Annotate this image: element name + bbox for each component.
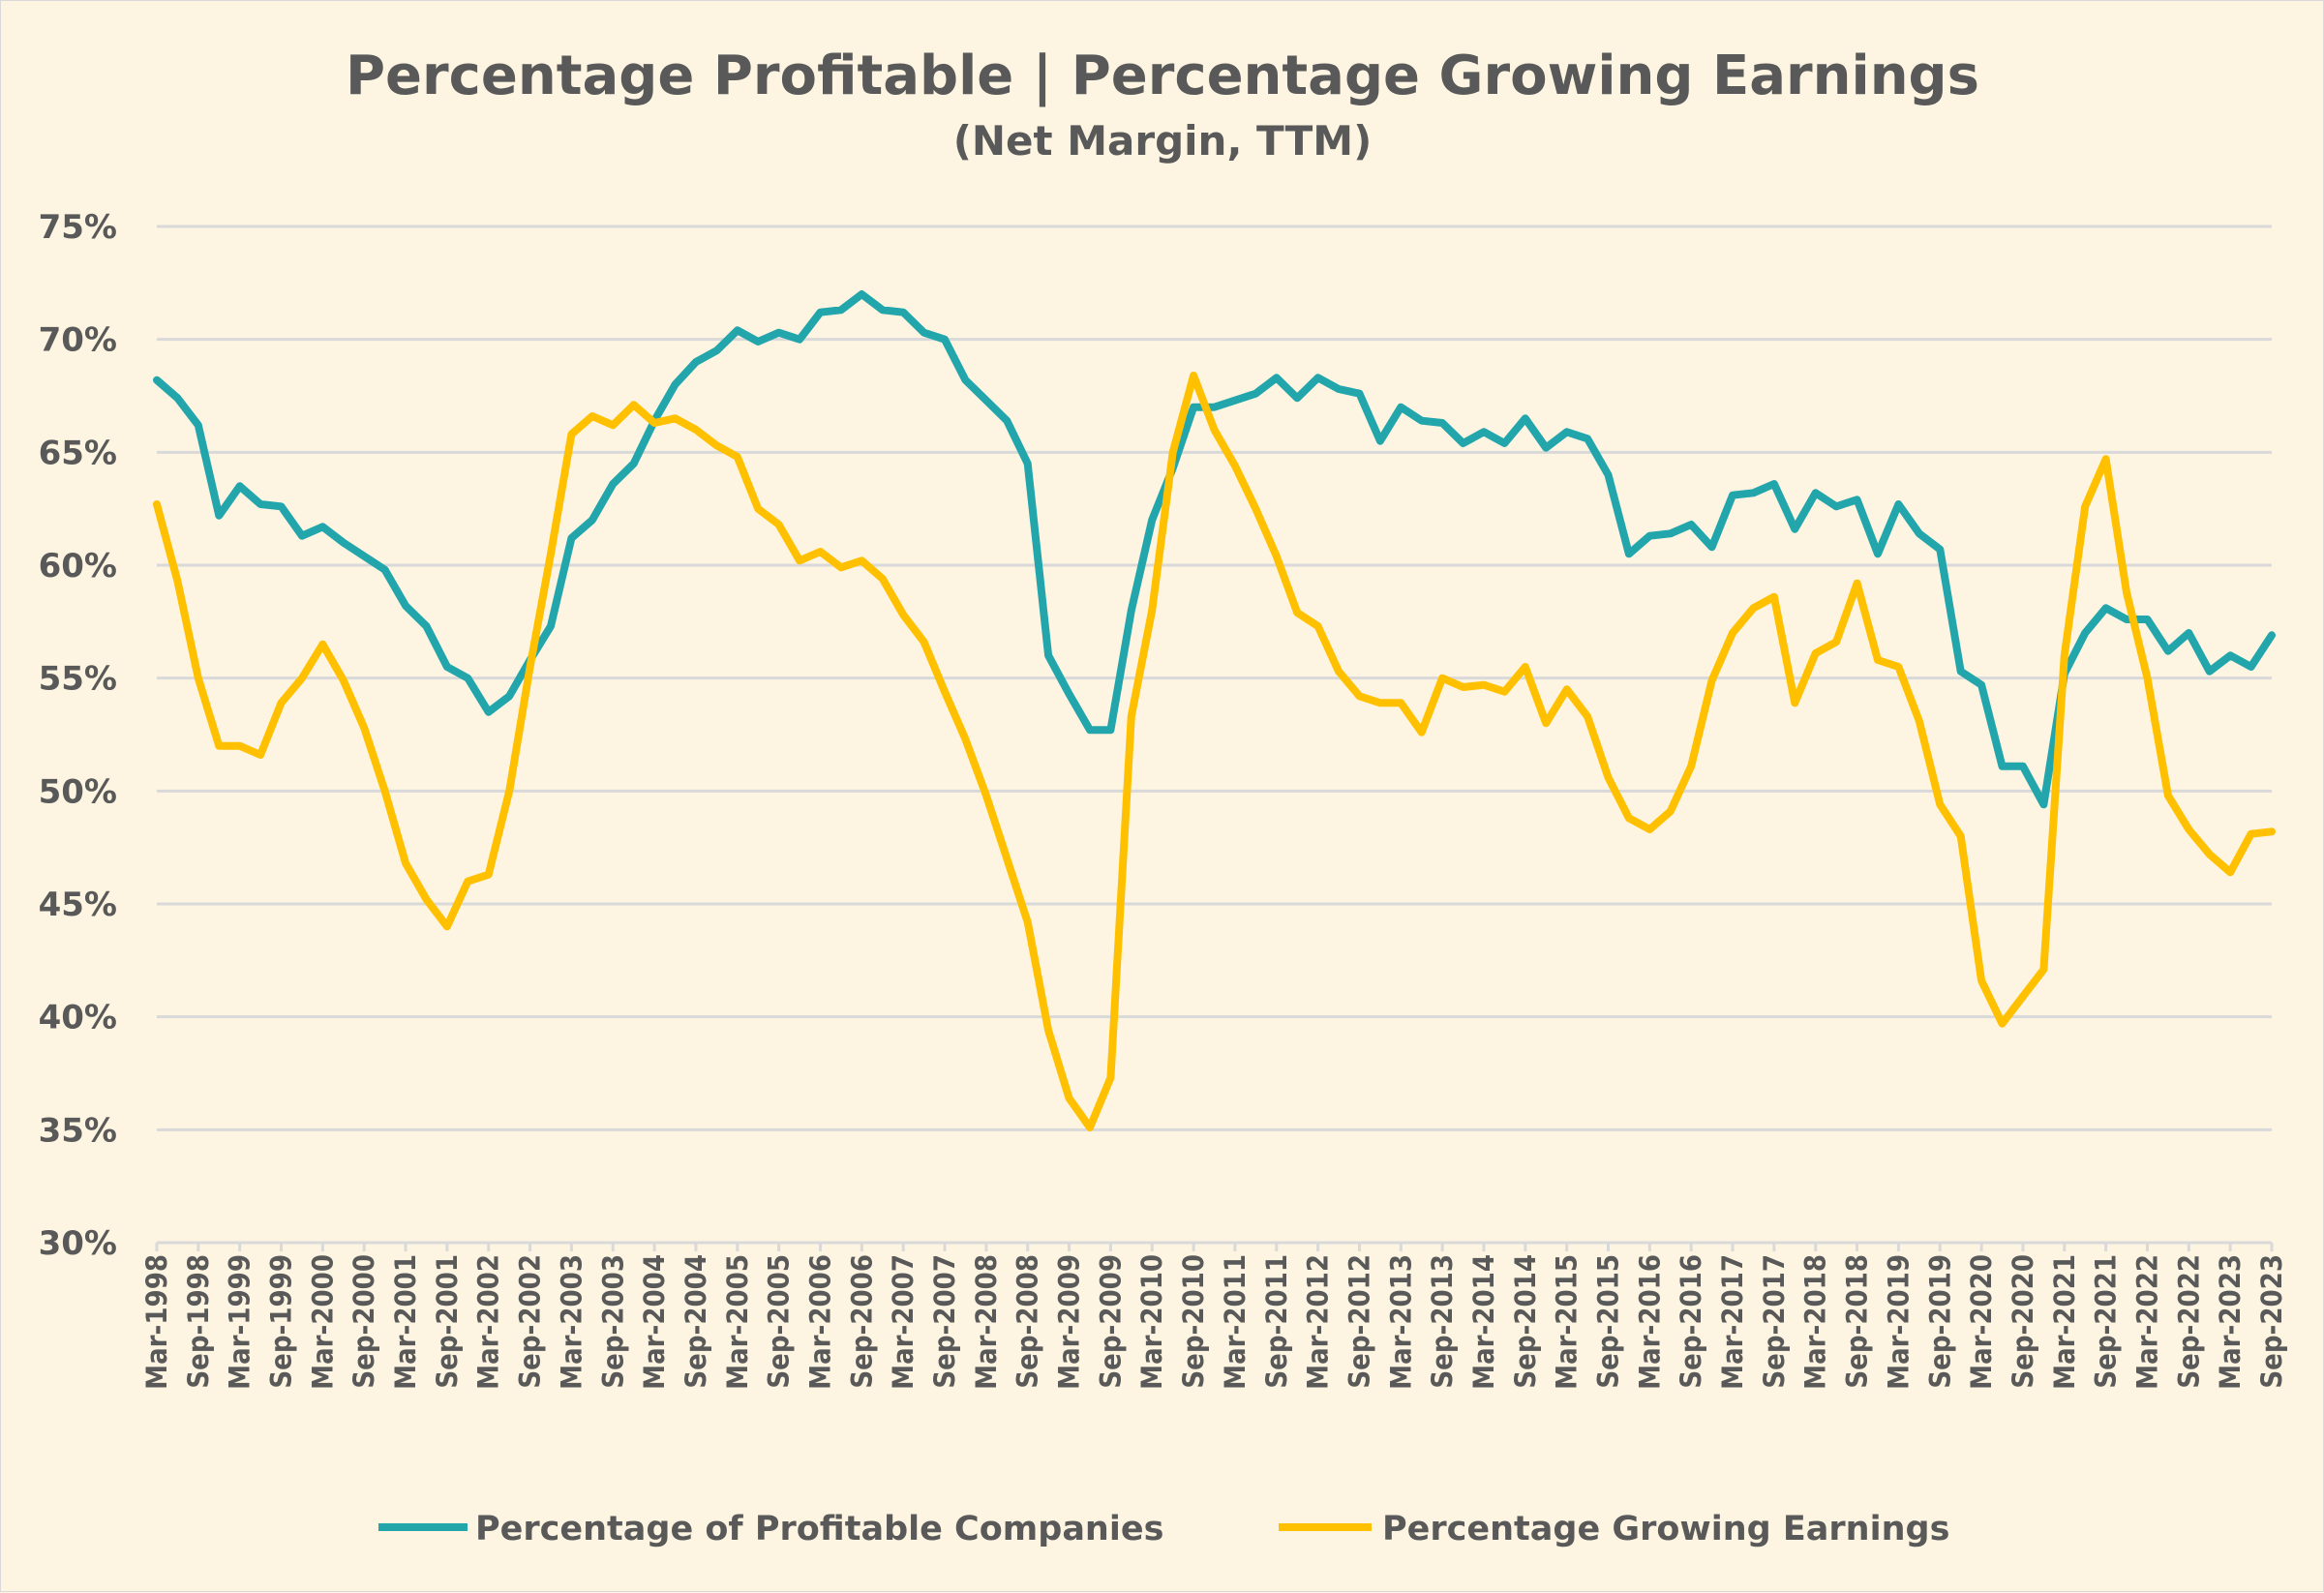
x-tick-label: Mar-2009 [1053, 1254, 1086, 1390]
chart-subtitle: (Net Margin, TTM) [953, 117, 1373, 165]
y-axis-ticks: 30% 35% 40% 45% 50% 55% 60% 65% 70% 75% [39, 208, 117, 1263]
y-tick-label: 35% [39, 1111, 117, 1150]
x-tick-label: Mar-2016 [1633, 1254, 1666, 1390]
legend-label-growing: Percentage Growing Earnings [1382, 1510, 1949, 1548]
x-tick-label: Sep-2010 [1177, 1254, 1210, 1389]
x-tick-label: Sep-2023 [2255, 1254, 2288, 1389]
x-tick-label: Sep-2016 [1675, 1254, 1707, 1389]
x-tick-label: Mar-2003 [555, 1254, 588, 1390]
x-tick-label: Mar-2020 [1965, 1254, 1998, 1390]
x-tick-label: Sep-2004 [679, 1254, 712, 1389]
x-tick-label: Sep-2001 [431, 1254, 464, 1389]
series-lines [153, 290, 2276, 1131]
x-tick-label: Sep-2008 [1011, 1254, 1044, 1389]
y-tick-label: 75% [39, 208, 117, 247]
y-tick-label: 65% [39, 434, 117, 472]
x-tick-label: Mar-2007 [887, 1254, 920, 1390]
x-tick-label: Sep-2013 [1426, 1254, 1459, 1389]
x-tick-label: Mar-2015 [1551, 1254, 1584, 1390]
series-line-profitable [153, 290, 2276, 809]
x-tick-label: Sep-2000 [347, 1254, 380, 1389]
x-tick-label: Mar-2022 [2130, 1254, 2163, 1390]
chart-title: Percentage Profitable | Percentage Growi… [346, 45, 1979, 107]
x-tick-label: Sep-2006 [845, 1254, 878, 1389]
x-tick-label: Mar-2021 [2048, 1254, 2081, 1390]
x-tick-label: Sep-2022 [2172, 1254, 2205, 1389]
x-tick-label: Sep-1998 [182, 1254, 215, 1389]
series-line-growing-earnings [153, 372, 2276, 1131]
x-tick-label: Mar-2002 [472, 1254, 505, 1390]
x-tick-label: Sep-1999 [265, 1254, 298, 1389]
x-tick-label: Mar-2013 [1384, 1254, 1417, 1390]
y-tick-label: 60% [39, 547, 117, 586]
x-tick-label: Mar-2014 [1467, 1254, 1500, 1390]
x-tick-label: Mar-2006 [803, 1254, 836, 1390]
y-tick-label: 50% [39, 772, 117, 811]
y-tick-label: 40% [39, 999, 117, 1037]
legend: Percentage of Profitable Companies Perce… [378, 1510, 1949, 1548]
x-tick-label: Mar-2005 [721, 1254, 754, 1390]
x-tick-label: Mar-2023 [2214, 1254, 2247, 1390]
x-tick-label: Sep-2007 [928, 1254, 961, 1389]
x-tick-label: Sep-2011 [1260, 1254, 1293, 1389]
y-tick-label: 55% [39, 660, 117, 699]
x-tick-label: Mar-2018 [1799, 1254, 1832, 1390]
x-tick-label: Mar-1999 [224, 1254, 257, 1390]
x-tick-label: Sep-2020 [2007, 1254, 2039, 1389]
x-tick-label: Mar-2012 [1302, 1254, 1335, 1390]
x-tick-label: Sep-2017 [1758, 1254, 1791, 1389]
legend-label-profitable: Percentage of Profitable Companies [475, 1510, 1163, 1548]
x-tick-label: Sep-2021 [2090, 1254, 2123, 1389]
x-tick-label: Sep-2018 [1841, 1254, 1874, 1389]
gridlines [157, 225, 2272, 1245]
x-tick-label: Mar-2017 [1716, 1254, 1749, 1390]
x-tick-label: Sep-2002 [514, 1254, 547, 1389]
x-tick-label: Mar-2001 [389, 1254, 422, 1390]
x-tick-label: Sep-2009 [1094, 1254, 1127, 1389]
x-tick-label: Mar-2010 [1135, 1254, 1168, 1390]
y-tick-label: 30% [39, 1224, 117, 1263]
x-tick-label: Mar-2008 [970, 1254, 1003, 1390]
x-tick-label: Sep-2019 [1923, 1254, 1956, 1389]
y-tick-label: 45% [39, 886, 117, 924]
x-tick-label: Sep-2015 [1592, 1254, 1625, 1389]
x-axis-ticks: Mar-1998 Sep-1998 Mar-1999 Sep-1999 Mar-2000… [140, 1243, 2288, 1390]
x-tick-label: Sep-2005 [763, 1254, 796, 1389]
x-tick-label: Mar-2019 [1882, 1254, 1915, 1390]
x-tick-label: Mar-2000 [306, 1254, 339, 1390]
x-tick-label: Sep-2012 [1343, 1254, 1375, 1389]
x-tick-label: Mar-1998 [140, 1254, 173, 1390]
x-tick-label: Sep-2014 [1509, 1254, 1542, 1389]
y-tick-label: 70% [39, 321, 117, 360]
x-tick-label: Mar-2004 [638, 1254, 671, 1390]
x-tick-label: Sep-2003 [596, 1254, 629, 1389]
x-tick-label: Mar-2011 [1219, 1254, 1252, 1390]
